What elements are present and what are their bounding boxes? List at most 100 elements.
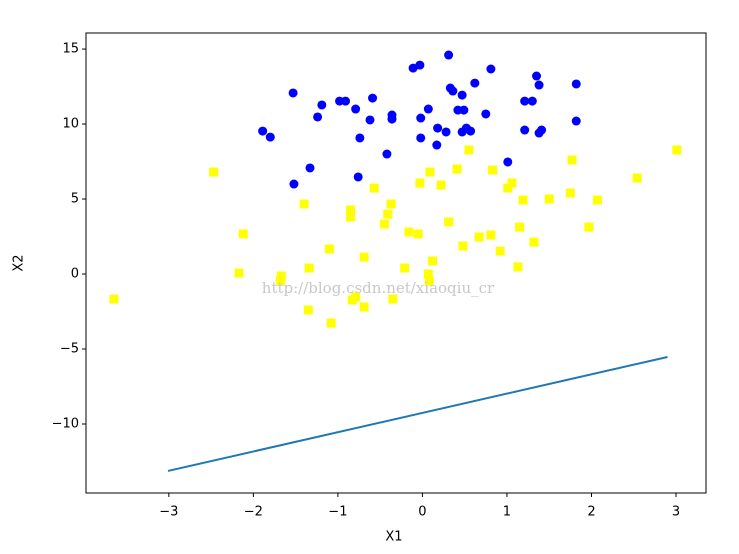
square-point xyxy=(388,294,398,304)
circle-point xyxy=(317,100,327,110)
square-point xyxy=(565,188,575,198)
square-point xyxy=(428,256,438,266)
square-point xyxy=(351,292,361,302)
square-point xyxy=(304,263,314,273)
square-point xyxy=(488,165,498,175)
square-point xyxy=(276,271,286,281)
circle-point xyxy=(368,93,378,103)
circle-point xyxy=(258,126,268,136)
circle-point xyxy=(527,96,537,106)
square-point xyxy=(544,194,554,204)
square-point xyxy=(383,209,393,219)
square-point xyxy=(400,263,410,273)
square-point xyxy=(584,222,594,232)
circle-point xyxy=(459,105,469,115)
square-point xyxy=(303,305,313,315)
x-tick-label: −3 xyxy=(159,505,178,520)
x-tick-label: 3 xyxy=(672,505,680,520)
square-point xyxy=(299,199,309,209)
circle-point xyxy=(416,113,426,123)
y-tick-label: −5 xyxy=(60,342,79,357)
circle-point xyxy=(433,123,443,133)
square-point xyxy=(592,195,602,205)
circle-point xyxy=(313,112,323,122)
square-point xyxy=(458,241,468,251)
square-point xyxy=(515,222,525,232)
circle-point xyxy=(534,80,544,90)
y-tick-label: 5 xyxy=(71,192,79,207)
circle-point xyxy=(408,63,418,73)
circle-point xyxy=(387,114,397,124)
circle-point xyxy=(520,96,530,106)
circle-point xyxy=(537,125,547,135)
square-point xyxy=(326,318,336,328)
square-point xyxy=(209,167,219,177)
square-point xyxy=(518,195,528,205)
square-point xyxy=(424,276,434,286)
circle-point xyxy=(423,104,433,114)
square-point xyxy=(474,232,484,242)
x-tick-label: −1 xyxy=(328,505,347,520)
square-point xyxy=(359,252,369,262)
circle-point xyxy=(355,133,365,143)
circle-point xyxy=(415,60,425,70)
square-point xyxy=(444,217,454,227)
circle-point xyxy=(503,157,513,167)
circle-point xyxy=(416,133,426,143)
y-axis-label: X2 xyxy=(12,254,27,271)
square-point xyxy=(507,178,517,188)
square-point xyxy=(275,276,285,286)
square-point xyxy=(346,212,356,222)
line xyxy=(167,355,668,472)
circle-point xyxy=(466,126,476,136)
circle-point xyxy=(365,115,375,125)
square-point xyxy=(436,180,446,190)
square-point xyxy=(486,230,496,240)
square-point xyxy=(423,269,433,279)
circle-point xyxy=(486,64,496,74)
square-point xyxy=(495,246,505,256)
y-tick-label: 15 xyxy=(62,42,79,57)
square-point xyxy=(379,219,389,229)
square-point xyxy=(513,262,523,272)
y-tick-label: 0 xyxy=(71,267,79,282)
circle-point xyxy=(265,132,275,142)
square-point xyxy=(359,302,369,312)
square-point xyxy=(369,183,379,193)
circle-point xyxy=(448,86,458,96)
square-point xyxy=(415,178,425,188)
circle-point xyxy=(432,140,442,150)
circle-point xyxy=(571,116,581,126)
x-axis-label: X1 xyxy=(385,530,402,545)
circle-point xyxy=(441,127,451,137)
circle-point xyxy=(457,90,467,100)
x-tick-label: 2 xyxy=(587,505,595,520)
y-tick-label: 10 xyxy=(62,117,79,132)
square-point xyxy=(109,294,119,304)
circle-point xyxy=(289,179,299,189)
circle-point xyxy=(520,125,530,135)
circle-point xyxy=(353,172,363,182)
circle-point xyxy=(351,104,361,114)
square-point xyxy=(632,173,642,183)
square-point xyxy=(413,229,423,239)
x-tick-label: 0 xyxy=(418,505,426,520)
square-point xyxy=(234,268,244,278)
x-tick-label: 1 xyxy=(503,505,511,520)
circle-point xyxy=(340,96,350,106)
square-point xyxy=(529,237,539,247)
square-point xyxy=(567,155,577,165)
circle-point xyxy=(470,78,480,88)
square-point xyxy=(346,205,356,215)
square-point xyxy=(324,244,334,254)
square-point xyxy=(404,227,414,237)
circle-point xyxy=(481,109,491,119)
square-point xyxy=(238,229,248,239)
circle-point xyxy=(571,79,581,89)
y-tick-label: −10 xyxy=(52,417,79,432)
square-point xyxy=(425,167,435,177)
square-point xyxy=(386,199,396,209)
circle-point xyxy=(288,88,298,98)
square-point xyxy=(464,145,474,155)
